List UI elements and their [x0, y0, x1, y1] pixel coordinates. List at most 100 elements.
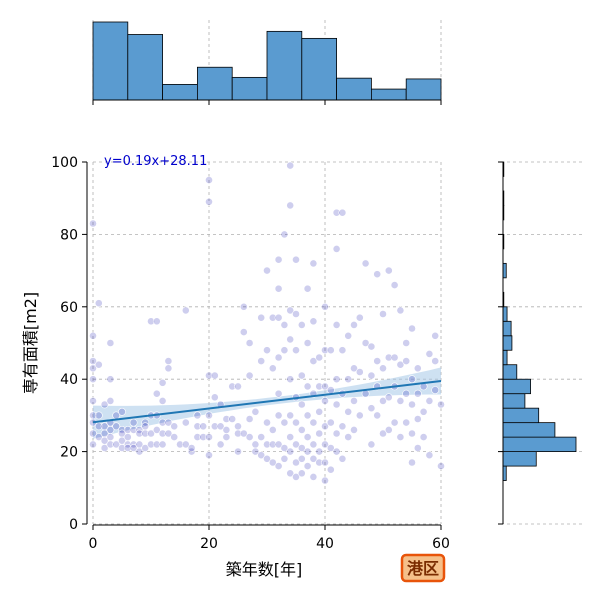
- x-hist-bar: [266, 30, 303, 101]
- data-point: [309, 472, 318, 481]
- data-point: [245, 339, 254, 347]
- data-point: [210, 422, 219, 431]
- data-point: [239, 429, 248, 438]
- data-point: [413, 415, 422, 423]
- data-point: [350, 425, 358, 434]
- data-point: [251, 447, 260, 456]
- data-point: [193, 411, 202, 420]
- data-point: [332, 447, 341, 456]
- y-tick-label: 40: [60, 372, 78, 388]
- data-point: [135, 429, 144, 438]
- data-point: [303, 411, 312, 420]
- data-point: [123, 433, 132, 441]
- data-point: [234, 422, 242, 431]
- data-point: [280, 230, 289, 239]
- data-point: [263, 266, 271, 275]
- data-point: [321, 302, 329, 311]
- x-hist-bar: [370, 88, 407, 101]
- data-point: [297, 425, 306, 434]
- data-point: [274, 411, 283, 420]
- data-point: [181, 306, 190, 315]
- data-point: [94, 360, 103, 369]
- data-point: [100, 400, 109, 409]
- data-point: [425, 349, 434, 358]
- data-point: [292, 418, 300, 427]
- x-tick-label: 40: [316, 536, 334, 552]
- data-point: [332, 400, 341, 409]
- data-point: [106, 440, 115, 449]
- data-point: [297, 444, 306, 452]
- data-point: [228, 415, 237, 423]
- data-point: [222, 415, 231, 423]
- data-point: [419, 433, 428, 441]
- data-point: [181, 418, 190, 427]
- data-point: [379, 310, 387, 318]
- data-point: [152, 440, 161, 449]
- data-point: [373, 357, 382, 365]
- data-point: [309, 357, 318, 365]
- data-point: [141, 422, 150, 431]
- data-point: [199, 422, 208, 431]
- data-point: [152, 317, 161, 326]
- data-point: [384, 425, 393, 434]
- main-gridlines: [92, 161, 442, 525]
- main-axes: 0 20 40 60 0 20 40 60 80 100: [51, 155, 450, 552]
- data-point: [205, 433, 213, 441]
- y-hist-bar: [502, 364, 518, 380]
- data-point: [315, 447, 324, 456]
- data-point: [164, 429, 173, 438]
- data-point: [321, 382, 329, 391]
- data-point: [263, 418, 271, 427]
- data-point: [309, 440, 318, 449]
- data-point: [170, 422, 179, 431]
- data-point: [210, 371, 219, 380]
- data-point: [286, 447, 295, 456]
- regression-line-group: [92, 379, 442, 424]
- data-point: [396, 360, 405, 369]
- data-point: [257, 357, 266, 365]
- data-point: [234, 447, 242, 456]
- data-point: [408, 375, 416, 384]
- data-point: [321, 396, 329, 405]
- scatter-points: [89, 161, 445, 485]
- data-point: [326, 465, 335, 474]
- data-point: [286, 469, 295, 478]
- data-point: [402, 357, 411, 365]
- data-point: [286, 433, 295, 441]
- data-point: [89, 429, 97, 438]
- data-point: [94, 433, 103, 441]
- data-point: [158, 418, 167, 427]
- data-point: [396, 433, 405, 441]
- y-tick-label: 0: [69, 517, 78, 533]
- data-point: [222, 433, 231, 441]
- data-point: [286, 335, 295, 344]
- data-point: [297, 400, 306, 409]
- y-marginal-histogram: [498, 161, 582, 525]
- data-point: [100, 444, 109, 452]
- data-point: [332, 208, 341, 217]
- data-point: [338, 208, 347, 217]
- data-point: [402, 418, 411, 427]
- data-point: [379, 429, 387, 438]
- data-point: [147, 317, 155, 326]
- data-point: [344, 407, 353, 416]
- data-point: [425, 396, 434, 405]
- data-point: [274, 440, 283, 449]
- data-point: [210, 393, 219, 402]
- data-point: [274, 353, 283, 362]
- x-tick-label: 0: [89, 536, 98, 552]
- data-point: [402, 389, 411, 398]
- data-point: [303, 433, 312, 441]
- data-point: [321, 422, 329, 431]
- data-point: [413, 444, 422, 452]
- data-point: [94, 411, 103, 420]
- y-tick-label: 100: [51, 155, 78, 171]
- data-point: [280, 346, 289, 355]
- data-point: [292, 472, 300, 481]
- data-point: [158, 440, 167, 449]
- data-point: [112, 422, 121, 431]
- x-hist-bar: [92, 21, 129, 101]
- data-point: [274, 462, 283, 470]
- data-point: [326, 386, 335, 394]
